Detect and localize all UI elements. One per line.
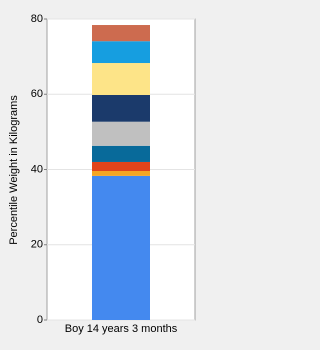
chart: Percentile Weight in Kilograms 0 20 40 60 80…: [8, 13, 196, 335]
y-tick-label: 0: [37, 314, 43, 326]
bar-segment: [92, 95, 150, 122]
y-tick-label: 80: [31, 13, 43, 25]
y-tick-label: 60: [31, 88, 43, 100]
bar-segment: [92, 145, 150, 162]
bar-segment: [92, 25, 150, 42]
bar-segment: [92, 175, 150, 320]
bar-segment: [92, 41, 150, 64]
bar-segment: [92, 171, 150, 176]
bar-segment: [92, 63, 150, 96]
x-tick-label: Boy 14 years 3 months: [65, 323, 178, 335]
y-axis-label: Percentile Weight in Kilograms: [8, 95, 20, 245]
y-tick-label: 20: [31, 239, 43, 251]
bar-segment: [92, 121, 150, 146]
y-tick-label: 40: [31, 163, 43, 175]
bar-segment: [92, 161, 150, 172]
